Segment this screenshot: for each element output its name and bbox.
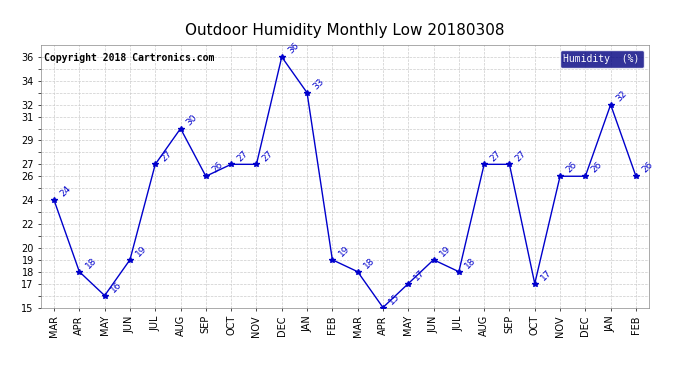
Legend: Humidity  (%): Humidity (%)	[560, 50, 644, 68]
Text: 27: 27	[261, 148, 275, 163]
Text: 36: 36	[286, 41, 300, 56]
Text: 27: 27	[513, 148, 528, 163]
Text: 18: 18	[83, 256, 98, 270]
Text: 16: 16	[109, 280, 124, 294]
Text: 33: 33	[311, 77, 326, 92]
Text: 18: 18	[463, 256, 477, 270]
Text: 15: 15	[387, 292, 402, 306]
Text: 26: 26	[210, 160, 224, 175]
Text: 18: 18	[362, 256, 376, 270]
Text: 17: 17	[539, 268, 553, 282]
Text: 19: 19	[134, 244, 148, 258]
Text: 19: 19	[437, 244, 452, 258]
Text: 27: 27	[159, 148, 174, 163]
Text: 27: 27	[489, 148, 503, 163]
Text: 26: 26	[640, 160, 655, 175]
Text: 26: 26	[589, 160, 604, 175]
Text: Outdoor Humidity Monthly Low 20180308: Outdoor Humidity Monthly Low 20180308	[185, 22, 505, 38]
Text: 30: 30	[185, 112, 199, 127]
Text: 32: 32	[615, 89, 629, 103]
Text: Copyright 2018 Cartronics.com: Copyright 2018 Cartronics.com	[44, 53, 215, 63]
Text: 17: 17	[413, 268, 427, 282]
Text: 24: 24	[58, 184, 72, 199]
Text: 26: 26	[564, 160, 579, 175]
Text: 27: 27	[235, 148, 250, 163]
Text: 19: 19	[337, 244, 351, 258]
